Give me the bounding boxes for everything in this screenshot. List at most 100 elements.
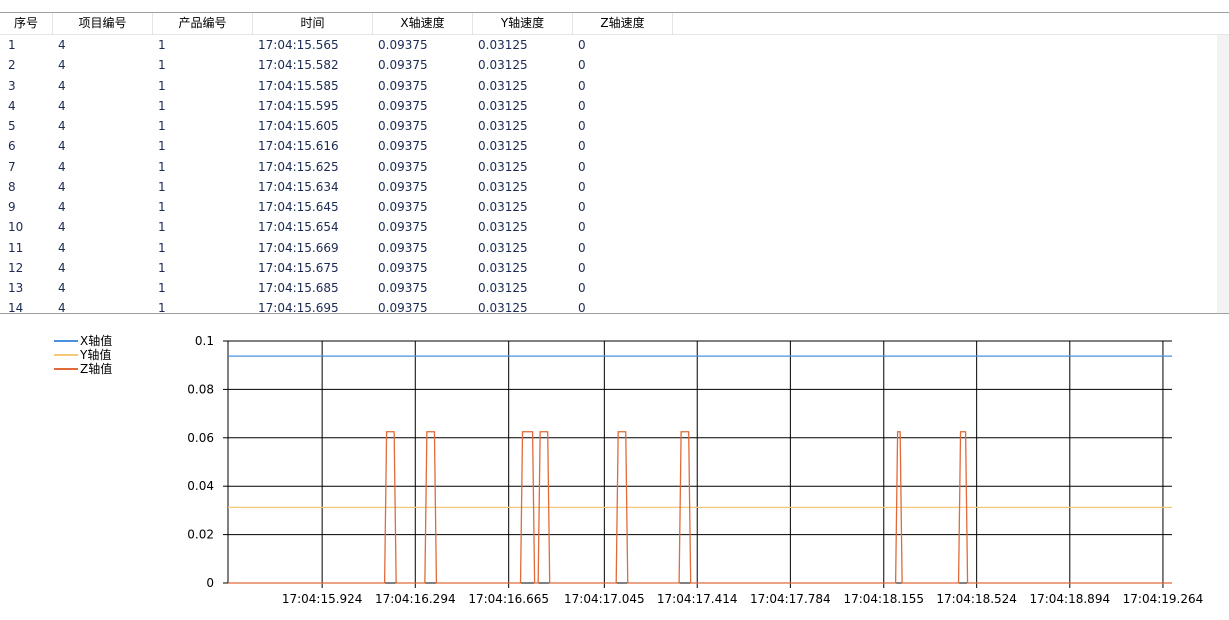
table-cell: 10 [8,220,24,235]
x-tick-label: 17:04:16.665 [468,592,549,606]
table-cell: 0.09375 [378,119,428,133]
legend-swatch [54,368,78,370]
table-cell: 0 [578,260,586,275]
table-cell: 14 [8,301,24,314]
table-row[interactable]: 4 4 1 17:04:15.595 0.09375 0.03125 0 [0,96,1217,116]
table-cell: 0.03125 [478,179,528,194]
table-cell: 17:04:15.645 [258,200,339,214]
column-header-x-speed[interactable]: X轴速度 [373,13,473,34]
table-cell: 0.09375 [378,200,428,214]
table-cell: 4 [58,139,66,154]
table-cell: 0 [578,281,586,295]
column-header-product-id[interactable]: 产品编号 [153,13,253,34]
table-cell: 12 [8,260,24,275]
table-cell: 0.09375 [378,98,428,113]
column-header-z-speed[interactable]: Z轴速度 [573,13,673,34]
table-cell: 0.09375 [378,179,428,194]
table-cell: 0 [578,78,586,93]
table-cell: 3 [8,78,16,93]
table-cell: 1 [158,200,166,214]
table-row[interactable]: 1 4 1 17:04:15.565 0.09375 0.03125 0 [0,35,1217,55]
table-cell: 7 [8,159,16,174]
x-tick-label: 17:04:16.294 [375,592,456,606]
table-cell: 0.03125 [478,119,528,133]
table-row[interactable]: 10 4 1 17:04:15.654 0.09375 0.03125 0 [0,217,1217,237]
table-cell: 17:04:15.595 [258,98,339,113]
table-cell: 0.09375 [378,260,428,275]
table-cell: 0.09375 [378,240,428,255]
table-cell: 9 [8,200,16,214]
table-cell: 4 [58,98,66,113]
legend-swatch [54,354,78,356]
table-cell: 17:04:15.695 [258,301,339,314]
y-tick-label: 0.02 [187,528,214,542]
column-header-time[interactable]: 时间 [253,13,373,34]
column-header-project-id[interactable]: 项目编号 [53,13,153,34]
chart-canvas: 0.1 0.08 0.06 0.04 0.02 0 17:04:15.924 17:04:16… [187,334,1204,606]
table-row[interactable]: 8 4 1 17:04:15.634 0.09375 0.03125 0 [0,177,1217,197]
table-cell: 2 [8,58,16,73]
table-cell: 1 [158,119,166,133]
table-cell: 4 [58,240,66,255]
table-cell: 0 [578,200,586,214]
scrollbar-thumb[interactable] [1220,37,1225,307]
table-cell: 0.09375 [378,301,428,314]
table-row[interactable]: 7 4 1 17:04:15.625 0.09375 0.03125 0 [0,157,1217,177]
table-cell: 0 [578,38,586,52]
table-cell: 4 [58,38,66,52]
x-tick-label: 17:04:17.414 [657,592,738,606]
table-cell: 0 [578,179,586,194]
table-cell: 4 [58,301,66,314]
table-row[interactable]: 11 4 1 17:04:15.669 0.09375 0.03125 0 [0,238,1217,258]
table-cell: 0 [578,220,586,235]
grid-header: 序号 项目编号 产品编号 时间 X轴速度 Y轴速度 Z轴速度 [0,13,1229,35]
vertical-scrollbar[interactable] [1217,35,1229,313]
table-cell: 4 [58,260,66,275]
table-cell: 1 [158,139,166,154]
x-tick-label: 17:04:18.894 [1029,592,1110,606]
x-tick-label: 17:04:17.045 [564,592,645,606]
table-cell: 4 [58,78,66,93]
table-cell: 17:04:15.565 [258,38,339,52]
legend-swatch [54,340,78,342]
table-row[interactable]: 6 4 1 17:04:15.616 0.09375 0.03125 0 [0,136,1217,156]
table-cell: 1 [158,220,166,235]
table-cell: 0.03125 [478,98,528,113]
column-header-index[interactable]: 序号 [0,13,53,34]
table-cell: 17:04:15.585 [258,78,339,93]
data-grid[interactable]: 序号 项目编号 产品编号 时间 X轴速度 Y轴速度 Z轴速度 1 4 1 17:04:… [0,12,1229,314]
table-cell: 0 [578,98,586,113]
table-row[interactable]: 2 4 1 17:04:15.582 0.09375 0.03125 0 [0,55,1217,75]
table-row[interactable]: 5 4 1 17:04:15.605 0.09375 0.03125 0 [0,116,1217,136]
x-tick-label: 17:04:18.155 [843,592,924,606]
table-cell: 0.03125 [478,281,528,295]
table-cell: 1 [158,38,166,52]
table-cell: 5 [8,119,16,133]
table-row[interactable]: 14 4 1 17:04:15.695 0.09375 0.03125 0 [0,298,1217,314]
table-cell: 1 [158,301,166,314]
table-cell: 17:04:15.675 [258,260,339,275]
column-header-y-speed[interactable]: Y轴速度 [473,13,573,34]
table-cell: 0 [578,159,586,174]
table-row[interactable]: 3 4 1 17:04:15.585 0.09375 0.03125 0 [0,76,1217,96]
series-line-2 [228,431,1172,584]
y-tick-label: 0.1 [195,334,214,348]
table-cell: 1 [158,240,166,255]
table-row[interactable]: 9 4 1 17:04:15.645 0.09375 0.03125 0 [0,197,1217,217]
table-row[interactable]: 13 4 1 17:04:15.685 0.09375 0.03125 0 [0,278,1217,298]
legend-label: X轴值 [80,334,113,348]
table-cell: 1 [158,179,166,194]
legend-label: Y轴值 [80,348,112,362]
table-cell: 0.03125 [478,159,528,174]
table-cell: 0.09375 [378,220,428,235]
table-cell: 11 [8,240,24,255]
table-cell: 17:04:15.616 [258,139,339,154]
x-tick-label: 17:04:18.524 [936,592,1017,606]
table-cell: 17:04:15.582 [258,58,339,73]
table-cell: 4 [58,159,66,174]
table-row[interactable]: 12 4 1 17:04:15.675 0.09375 0.03125 0 [0,258,1217,278]
table-cell: 4 [58,58,66,73]
x-tick-label: 17:04:19.264 [1123,592,1204,606]
table-cell: 4 [58,281,66,295]
table-cell: 0.03125 [478,200,528,214]
